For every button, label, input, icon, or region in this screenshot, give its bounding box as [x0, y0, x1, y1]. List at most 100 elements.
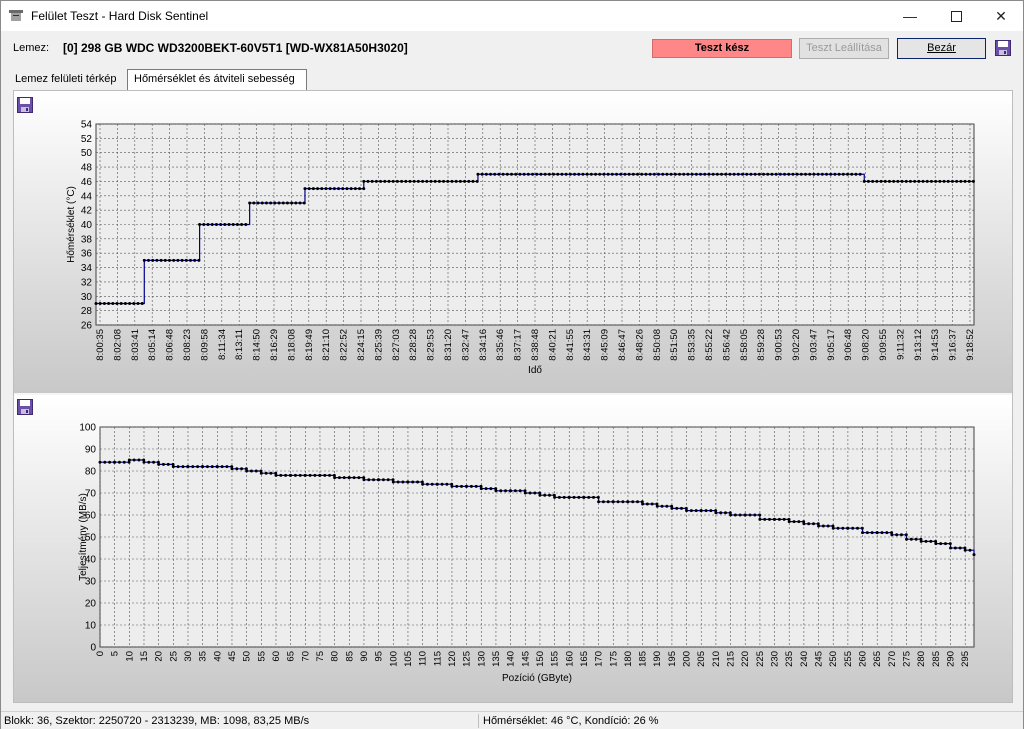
- temperature-point: [585, 172, 589, 176]
- temperature-point: [111, 301, 115, 305]
- performance-point: [660, 504, 664, 508]
- tab-surface-map[interactable]: Lemez felületi térkép: [15, 73, 117, 85]
- temperature-point: [887, 179, 891, 183]
- temperature-point: [741, 172, 745, 176]
- temperature-point: [879, 179, 883, 183]
- x-tick-label: 15: [139, 651, 150, 662]
- x-tick-label: 190: [652, 651, 663, 667]
- temperature-point: [412, 179, 416, 183]
- performance-point: [802, 520, 806, 524]
- performance-point: [704, 509, 708, 513]
- performance-point: [577, 495, 581, 499]
- performance-point: [699, 509, 703, 513]
- x-tick-label: 30: [183, 651, 194, 662]
- x-tick-label: 170: [594, 651, 605, 667]
- x-tick-label: 8:22:52: [339, 329, 350, 361]
- performance-point: [191, 465, 195, 469]
- temperature-point: [227, 223, 231, 226]
- x-tick-label: 8:40:21: [547, 329, 558, 361]
- performance-point: [274, 471, 278, 475]
- close-button[interactable]: Bezár: [897, 38, 986, 59]
- y-tick-label: 38: [81, 234, 93, 245]
- performance-point: [645, 502, 649, 506]
- performance-point: [655, 502, 659, 506]
- performance-point: [298, 473, 302, 477]
- temperature-point: [673, 172, 677, 176]
- temperature-point: [820, 172, 824, 176]
- temperature-point: [850, 172, 854, 176]
- temperature-point: [467, 179, 471, 183]
- temperature-point: [510, 172, 514, 176]
- temperature-point: [119, 301, 123, 305]
- temperature-point: [573, 172, 577, 176]
- performance-point: [445, 482, 449, 486]
- x-tick-label: 8:24:15: [356, 329, 367, 361]
- temperature-point: [115, 301, 119, 305]
- performance-point: [245, 469, 249, 473]
- x-tick-label: 8:18:08: [286, 329, 297, 361]
- temperature-point: [615, 172, 619, 176]
- x-tick-label: 8:59:28: [756, 329, 767, 361]
- temperature-point: [816, 172, 820, 176]
- temperature-point: [950, 179, 954, 183]
- performance-point: [416, 480, 420, 484]
- x-tick-label: 285: [931, 651, 942, 667]
- stop-test-button[interactable]: Teszt Leállítása: [799, 38, 889, 59]
- x-tick-label: 45: [227, 651, 238, 662]
- x-tick-label: 60: [271, 651, 282, 662]
- x-tick-label: 8:13:11: [234, 329, 245, 360]
- temperature-point: [146, 258, 150, 262]
- performance-point: [435, 482, 439, 486]
- performance-point: [127, 460, 131, 464]
- y-tick-label: 50: [85, 533, 97, 544]
- save-chart-icon[interactable]: [17, 97, 33, 113]
- temperature-point: [264, 201, 268, 205]
- x-tick-label: 115: [432, 651, 443, 666]
- temperature-point: [539, 172, 543, 176]
- x-tick-label: 9:06:48: [843, 329, 854, 361]
- temperature-point: [328, 187, 332, 191]
- x-tick-label: 8:43:31: [582, 329, 593, 361]
- performance-point: [450, 484, 454, 488]
- temperature-point: [762, 172, 766, 176]
- performance-point: [650, 502, 654, 506]
- temperature-point: [307, 187, 311, 191]
- x-tick-label: 145: [520, 651, 531, 667]
- performance-point: [592, 495, 596, 499]
- performance-point: [509, 489, 513, 493]
- performance-point: [504, 489, 508, 493]
- temperature-point: [235, 223, 239, 226]
- x-tick-label: 130: [476, 651, 487, 667]
- maximize-button[interactable]: [933, 1, 979, 31]
- temperature-point: [699, 172, 703, 176]
- performance-point: [949, 546, 953, 550]
- performance-point: [680, 506, 684, 510]
- save-chart-icon[interactable]: [17, 399, 33, 415]
- performance-point: [518, 489, 522, 493]
- performance-point: [807, 522, 811, 526]
- temperature-point: [128, 301, 132, 305]
- temperature-point: [799, 172, 803, 176]
- performance-point: [787, 520, 791, 524]
- temperature-point: [484, 172, 488, 176]
- temperature-point: [408, 179, 412, 183]
- temperature-point: [825, 172, 829, 176]
- temperature-point: [260, 201, 264, 205]
- tab-temperature-speed[interactable]: Hőmérséklet és átviteli sebesség: [127, 69, 307, 90]
- temperature-point: [745, 172, 749, 176]
- close-window-button[interactable]: ✕: [978, 1, 1024, 31]
- temperature-point: [606, 172, 610, 176]
- temperature-point: [971, 179, 975, 183]
- save-report-icon[interactable]: [995, 40, 1011, 56]
- x-tick-label: 8:37:17: [513, 329, 524, 361]
- performance-point: [797, 520, 801, 524]
- performance-point: [826, 524, 830, 528]
- performance-point: [714, 511, 718, 515]
- minimize-button[interactable]: —: [887, 1, 933, 31]
- performance-point: [802, 522, 806, 526]
- temperature-point: [471, 179, 475, 183]
- temperature-point: [374, 179, 378, 183]
- performance-point: [332, 473, 336, 477]
- performance-point: [738, 513, 742, 517]
- x-tick-label: 185: [638, 651, 649, 667]
